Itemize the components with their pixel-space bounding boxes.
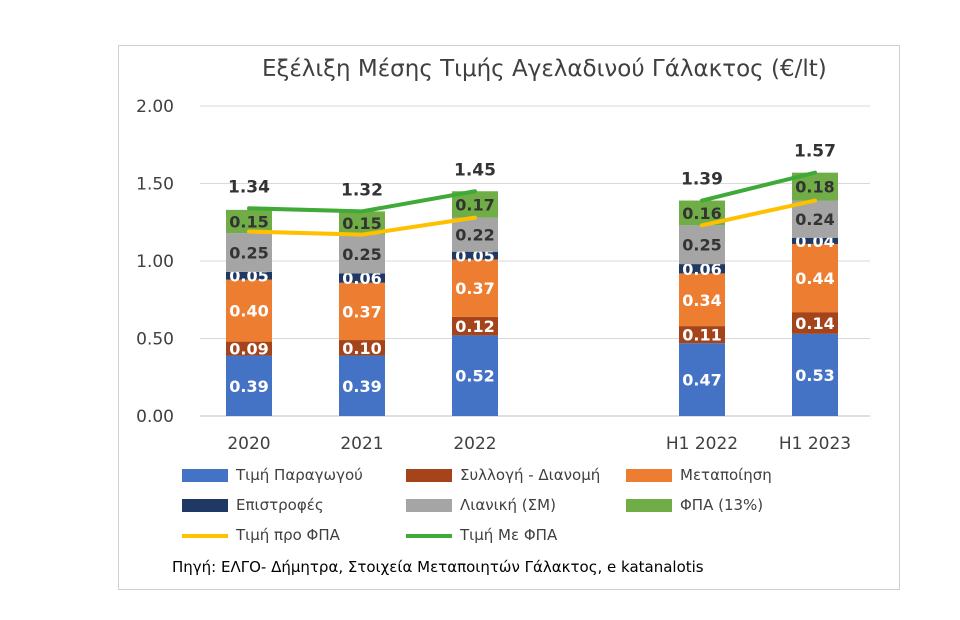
bar-data-label: 0.06 [682,260,721,279]
bar-segment [339,273,385,283]
legend-label: Τιμή προ ΦΠΑ [236,526,340,544]
y-tick-label: 1.00 [136,252,174,272]
y-tick-label: 0.50 [136,330,174,350]
source-note: Πηγή: ΕΛΓΟ- Δήμητρα, Στοιχεία Μεταποιητώ… [172,558,704,576]
bar-data-label: 0.44 [795,269,834,288]
legend-label: Επιστροφές [236,496,324,514]
total-data-label: 1.57 [794,142,836,162]
legend-swatch [182,499,228,512]
bar-segment [679,264,725,274]
bar-data-label: 0.10 [342,339,381,358]
chart-title: Εξέλιξη Μέσης Τιμής Αγελαδινού Γάλακτος … [262,56,827,82]
bar-data-label: 0.37 [455,279,494,298]
legend-label: Τιμή Με ΦΠΑ [460,526,558,544]
bar-data-label: 0.17 [455,195,494,214]
bar-segment [339,211,385,235]
bar-segment [226,271,272,280]
bar-segment [452,316,498,336]
bar-data-label: 0.24 [795,210,834,229]
bar-data-label: 0.12 [455,317,494,336]
bar-segment [339,234,385,274]
bar-segment [339,355,385,416]
bar-data-label: 0.39 [229,377,268,396]
y-tick-label: 1.50 [136,175,174,195]
bar-segment [339,340,385,356]
bar-segment [226,355,272,416]
bar-segment [792,312,838,334]
legend-swatch [406,499,452,512]
bar-data-label: 0.14 [795,314,834,333]
bar-data-label: 0.11 [682,326,721,345]
bar-segment [679,326,725,344]
bar-data-label: 0.25 [342,245,381,264]
series-line [247,189,477,214]
bar-data-label: 0.15 [342,214,381,233]
bar-segment [452,217,498,252]
x-tick-label: 2021 [340,434,383,454]
bar-data-label: 0.39 [342,377,381,396]
bar-data-label: 0.06 [342,269,381,288]
x-tick-label: 2022 [453,434,496,454]
bar-data-label: 0.25 [682,236,721,255]
bar-segment [679,225,725,265]
total-data-label: 1.39 [681,170,723,190]
bar-segment [452,251,498,260]
bar-data-label: 0.47 [682,371,721,390]
legend-label: ΦΠΑ (13%) [680,496,764,514]
bar-data-label: 0.52 [455,367,494,386]
x-tick-label: 2020 [227,434,270,454]
bar-segment [679,343,725,416]
total-data-label: 1.32 [341,180,383,200]
bar-segment [226,233,272,272]
bar-data-label: 0.34 [682,291,721,310]
legend-swatch [182,469,228,482]
bar-segment [452,335,498,416]
total-data-label: 1.45 [454,160,496,180]
legend-label: Λιανική (ΣΜ) [460,496,556,514]
total-data-label: 1.34 [228,177,270,197]
legend-swatch [626,499,672,512]
bar-data-label: 0.18 [795,178,834,197]
bar-data-label: 0.09 [229,340,268,359]
bar-segment [226,209,272,234]
bar-data-label: 0.37 [342,302,381,321]
legend-label: Συλλογή - Διανομή [460,466,601,484]
legend-label: Μεταποίηση [680,466,772,484]
bar-segment [792,243,838,313]
legend-line-swatch [406,534,452,538]
y-tick-label: 2.00 [136,97,174,117]
bar-data-label: 0.22 [455,226,494,245]
series-line [700,170,817,203]
bar-segment [339,282,385,341]
legend-swatch [626,469,672,482]
bar-data-label: 0.16 [682,204,721,223]
bar-data-label: 0.53 [795,366,834,385]
x-tick-label: H1 2022 [666,434,738,454]
y-tick-label: 0.00 [136,407,174,427]
bar-segment [679,273,725,327]
x-tick-label: H1 2023 [779,434,851,454]
bar-segment [226,341,272,356]
bar-segment [792,333,838,416]
bar-data-label: 0.25 [229,243,268,262]
bar-segment [792,200,838,238]
bar-data-label: 0.15 [229,212,268,231]
legend-swatch [406,469,452,482]
legend-label: Τιμή Παραγωγού [236,466,363,484]
series-line [700,198,817,228]
bar-segment [792,237,838,244]
legend-line-swatch [182,534,228,538]
bar-segment [452,259,498,317]
bar-data-label: 0.40 [229,302,268,321]
bar-segment [226,279,272,342]
series-line [247,215,477,237]
